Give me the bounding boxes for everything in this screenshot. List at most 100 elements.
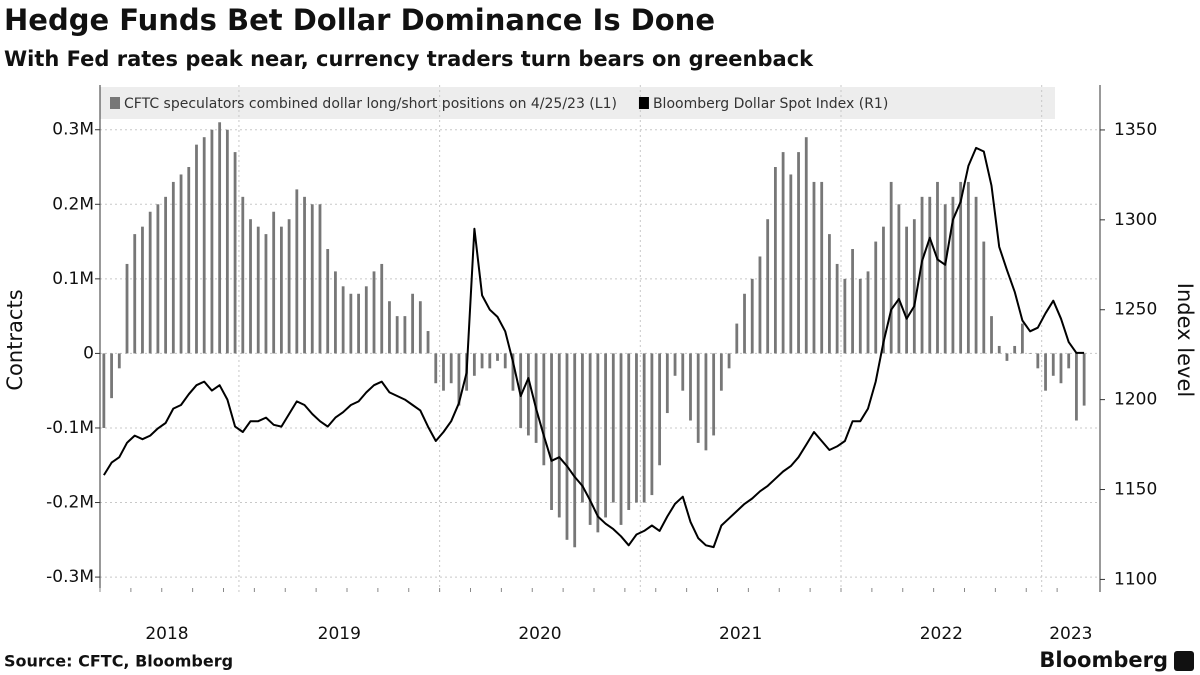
bar: [573, 353, 577, 548]
bar: [511, 353, 515, 391]
bar: [1020, 323, 1024, 354]
x-tick-label: 2018: [145, 624, 188, 644]
bar: [1005, 353, 1009, 361]
bar: [496, 353, 499, 361]
bar: [858, 278, 862, 354]
bar: [735, 323, 739, 354]
legend-label: Bloomberg Dollar Spot Index (R1): [653, 96, 888, 112]
bar: [542, 353, 546, 466]
bar: [1036, 353, 1040, 369]
bar: [804, 137, 808, 354]
bar: [789, 174, 793, 354]
y-tick-label: 0: [83, 343, 94, 363]
bar: [388, 301, 391, 354]
bar: [1013, 345, 1017, 354]
bar: [156, 204, 160, 354]
bar: [773, 167, 777, 354]
bar: [195, 144, 198, 354]
x-tick-label: 2020: [518, 624, 561, 644]
bar: [828, 234, 831, 354]
bar: [187, 167, 191, 354]
bar: [503, 353, 507, 369]
bar: [689, 353, 692, 421]
bar: [449, 353, 453, 384]
bar: [966, 181, 970, 354]
bar: [712, 353, 716, 436]
y2-tick-label: 1200: [1114, 390, 1157, 410]
y-tick-label: -0.2M: [46, 493, 94, 513]
bar: [249, 219, 252, 354]
bar: [974, 196, 978, 354]
bar: [434, 353, 438, 384]
y2-tick-label: 1100: [1114, 569, 1157, 589]
x-tick-label: 2019: [318, 624, 361, 644]
bar: [635, 353, 638, 503]
bar: [619, 353, 623, 525]
bar: [357, 293, 360, 354]
bar: [681, 353, 685, 391]
bar: [334, 271, 337, 354]
bar: [341, 286, 345, 354]
bar: [1044, 353, 1047, 391]
bar: [750, 278, 754, 354]
bar: [1051, 353, 1055, 376]
bar: [627, 353, 631, 510]
bar: [665, 353, 669, 414]
bar: [897, 204, 901, 354]
chart-subtitle: With Fed rates peak near, currency trade…: [4, 47, 814, 71]
bar: [534, 353, 538, 443]
bar: [997, 345, 1001, 354]
bar: [395, 316, 399, 354]
bar: [565, 353, 569, 540]
x-tick-label: 2022: [920, 624, 963, 644]
bar: [287, 219, 291, 354]
bar: [272, 211, 276, 354]
bar: [820, 181, 824, 354]
bar: [349, 293, 353, 354]
bar: [403, 316, 407, 354]
bar: [519, 353, 523, 428]
bar: [835, 263, 839, 354]
y-tick-label: 0.1M: [52, 269, 94, 289]
bar: [303, 196, 306, 354]
brand: Bloomberg: [1039, 648, 1168, 672]
bar: [889, 181, 893, 354]
bar: [480, 353, 484, 369]
y-axis-title: Contracts: [3, 289, 27, 390]
bar: [936, 181, 939, 354]
legend-label: CFTC speculators combined dollar long/sh…: [124, 96, 617, 112]
bar: [102, 353, 106, 428]
bar: [241, 196, 245, 354]
bar: [326, 249, 330, 354]
bar: [488, 353, 492, 369]
legend-swatch: [110, 97, 120, 109]
chart-title: Hedge Funds Bet Dollar Dominance Is Done: [4, 3, 715, 37]
bar: [912, 219, 916, 354]
bar: [179, 174, 183, 354]
bar: [650, 353, 654, 496]
bar: [1082, 353, 1086, 406]
bar: [133, 234, 137, 354]
bar: [581, 353, 584, 503]
bar: [843, 278, 847, 354]
bar: [171, 181, 175, 354]
bar: [279, 226, 283, 354]
y-tick-label: -0.1M: [46, 418, 94, 438]
brand-icon: [1174, 651, 1194, 671]
bar: [905, 226, 909, 354]
bar: [411, 293, 415, 354]
bar: [851, 249, 854, 354]
bar: [920, 196, 924, 354]
source-note: Source: CFTC, Bloomberg: [4, 652, 233, 671]
bar: [117, 353, 121, 369]
y2-tick-label: 1250: [1114, 300, 1157, 320]
bar: [310, 204, 314, 354]
y-tick-label: 0.3M: [52, 120, 94, 140]
bar: [550, 353, 553, 510]
bar: [766, 219, 770, 354]
bar: [218, 122, 222, 354]
bar: [380, 263, 384, 354]
bar: [318, 204, 322, 354]
bar: [743, 293, 746, 354]
bar: [704, 353, 708, 451]
